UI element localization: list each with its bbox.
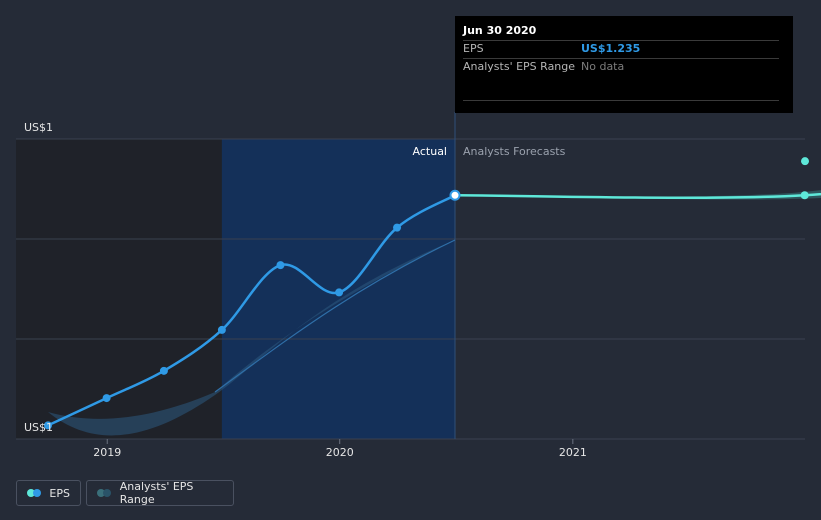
- eps-actual-point: [44, 421, 52, 430]
- actual-label: Actual: [413, 145, 447, 158]
- y-axis-top-label: US$1: [24, 121, 53, 134]
- tooltip-row-eps: EPS US$1.235: [463, 40, 779, 58]
- analysts-forecasts-label: Analysts Forecasts: [463, 145, 566, 158]
- legend-range-button[interactable]: Analysts' EPS Range: [86, 480, 234, 506]
- eps-actual-point: [159, 366, 168, 375]
- historical-range-band: [48, 240, 455, 436]
- x-tick-label: 2020: [326, 446, 354, 459]
- eps-legend-icon: [27, 489, 41, 497]
- eps-actual-point: [393, 223, 402, 232]
- range-legend-icon: [97, 489, 112, 497]
- history-shade: [16, 139, 222, 439]
- eps-forecast-point: [800, 191, 809, 200]
- historical-estimate-line: [214, 239, 456, 393]
- eps-actual-point: [217, 325, 226, 334]
- eps-actual-line: [47, 194, 456, 427]
- y-axis-bottom-label: US$1: [24, 421, 53, 434]
- tooltip: Jun 30 2020 EPS US$1.235 Analysts' EPS R…: [455, 16, 793, 113]
- tooltip-range-label: Analysts' EPS Range: [463, 60, 576, 73]
- x-tick-label: 2019: [93, 446, 121, 459]
- tooltip-row-range: Analysts' EPS Range No data: [463, 58, 779, 76]
- tooltip-eps-label: EPS: [463, 42, 484, 55]
- eps-actual-point: [276, 261, 285, 270]
- legend-range-label: Analysts' EPS Range: [119, 480, 194, 506]
- x-tick-label: 2021: [559, 446, 587, 459]
- tooltip-range-value: No data: [581, 60, 625, 73]
- eps-actual-point: [335, 288, 344, 297]
- eps-actual-point: [102, 394, 111, 403]
- eps-highlight-point: [449, 189, 461, 201]
- legend-eps-button[interactable]: EPS: [16, 480, 81, 506]
- legend-eps-label: EPS: [49, 486, 70, 500]
- eps-forecast-line: [454, 192, 821, 200]
- tooltip-divider: [463, 100, 779, 101]
- tooltip-eps-value: US$1.235: [581, 42, 641, 55]
- tooltip-date: Jun 30 2020: [463, 24, 537, 37]
- eps-forecast-point: [801, 157, 809, 166]
